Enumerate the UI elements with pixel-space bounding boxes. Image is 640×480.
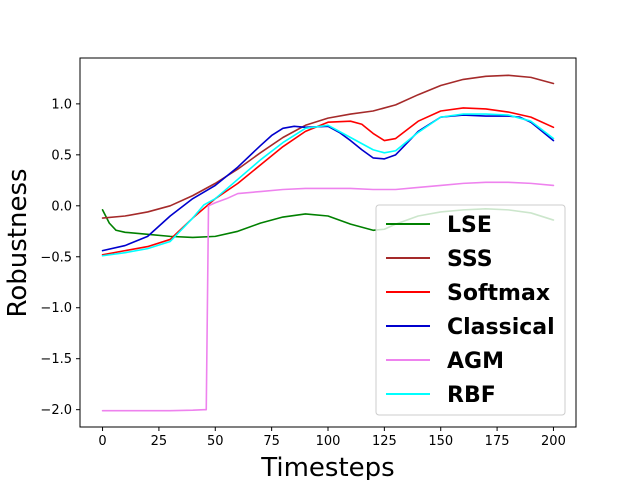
series-line-agm xyxy=(101,181,555,412)
x-tick-label: 50 xyxy=(207,434,224,449)
x-tick-label: 175 xyxy=(485,434,510,449)
x-tick-label: 25 xyxy=(151,434,168,449)
legend-label-softmax: Softmax xyxy=(447,281,550,306)
series-line-rbf xyxy=(101,113,555,257)
x-tick-label: 200 xyxy=(541,434,566,449)
y-tick-label: −2.0 xyxy=(40,403,72,418)
y-tick-label: −1.5 xyxy=(40,352,72,367)
legend-label-rbf: RBF xyxy=(447,383,496,408)
legend-label-agm: AGM xyxy=(447,349,504,374)
legend-label-sss: SSS xyxy=(447,247,493,272)
x-tick-label: 0 xyxy=(98,434,106,449)
ticks-layer: 0 25 50 75 100 125 150 175 200 −2.0 −1.5 −1.0 −0.5 0.… xyxy=(40,97,565,449)
series-line-classical xyxy=(101,114,555,252)
y-axis-title: Robustness xyxy=(3,168,33,317)
legend-label-lse: LSE xyxy=(447,213,492,238)
y-tick-label: 0.0 xyxy=(51,199,72,214)
legend: LSE SSS Softmax Classical AGM RBF xyxy=(375,204,566,416)
y-tick-label: −1.0 xyxy=(40,301,72,316)
x-axis-title: Timesteps xyxy=(260,453,394,480)
series-line-sss xyxy=(101,74,555,219)
y-tick-label: 1.0 xyxy=(51,97,72,112)
y-tick-label: 0.5 xyxy=(51,148,72,163)
y-tick-label: −0.5 xyxy=(40,250,72,265)
legend-label-classical: Classical xyxy=(447,315,555,340)
x-tick-label: 150 xyxy=(428,434,453,449)
x-tick-label: 75 xyxy=(263,434,280,449)
x-tick-label: 100 xyxy=(316,434,341,449)
x-tick-label: 125 xyxy=(372,434,397,449)
series-layer xyxy=(101,74,555,412)
